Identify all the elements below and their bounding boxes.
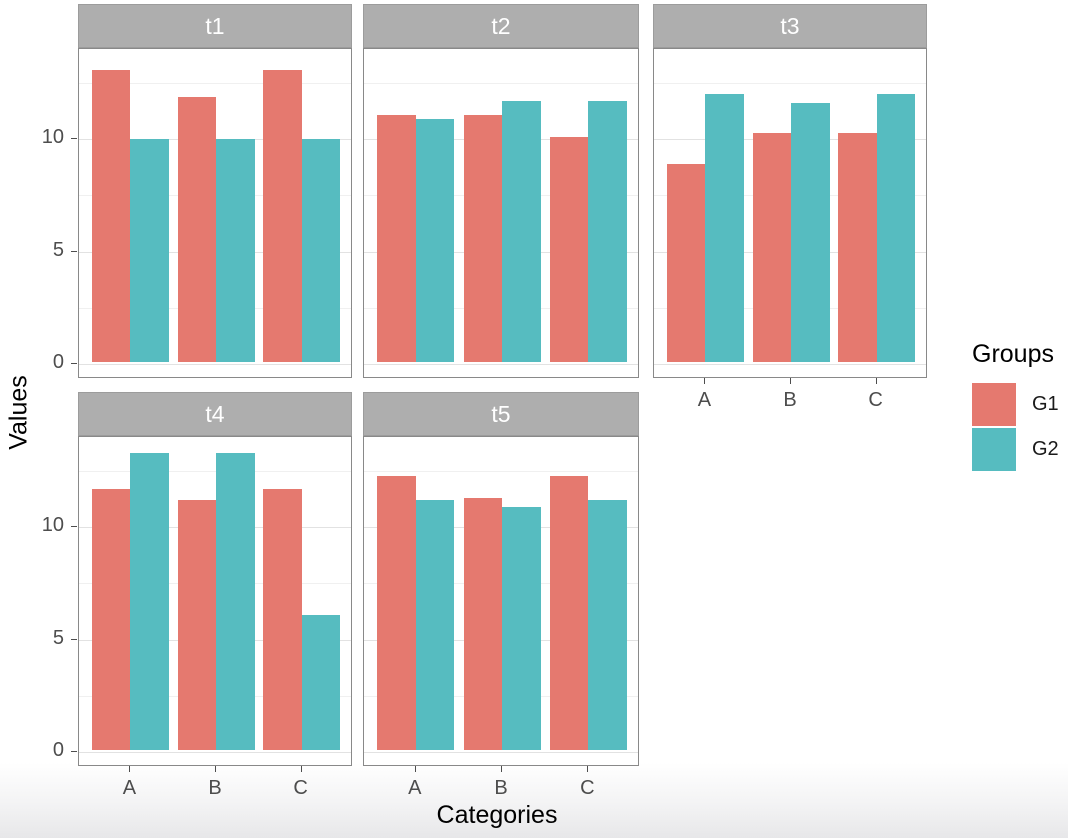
bar-G2-C bbox=[588, 101, 627, 362]
bar-G1-C bbox=[838, 132, 877, 362]
y-tick-label: 5 bbox=[52, 238, 64, 261]
legend-swatch-G2 bbox=[972, 428, 1016, 471]
bar-G2-C bbox=[301, 615, 341, 750]
bar-G1-C bbox=[263, 69, 302, 362]
x-tick-label: B bbox=[494, 777, 508, 799]
x-tick-label: C bbox=[868, 389, 883, 411]
x-tick-mark bbox=[501, 766, 502, 772]
y-tick-label: 10 bbox=[41, 514, 64, 536]
bar-G1-A bbox=[91, 69, 131, 362]
bar-G1-C bbox=[549, 475, 589, 750]
facet-panel bbox=[653, 48, 927, 378]
y-tick-label: 10 bbox=[41, 126, 64, 148]
facet-strip: t5 bbox=[363, 392, 639, 436]
bar-G2-A bbox=[415, 119, 455, 362]
x-tick-mark bbox=[129, 766, 131, 772]
y-axis-title: Values bbox=[4, 375, 33, 450]
facet-strip-label: t1 bbox=[205, 12, 225, 39]
gridline-minor bbox=[364, 470, 638, 472]
y-tick-mark bbox=[71, 363, 77, 364]
bar-G2-A bbox=[415, 500, 455, 750]
facet-strip: t4 bbox=[78, 392, 352, 436]
legend-entry-G2: G2 bbox=[972, 428, 1059, 471]
facet-strip-label: t4 bbox=[205, 400, 225, 427]
y-tick-mark bbox=[71, 138, 77, 139]
bar-G2-B bbox=[502, 101, 541, 362]
bar-G1-B bbox=[177, 96, 216, 362]
x-tick-mark bbox=[587, 766, 589, 772]
bar-G2-B bbox=[216, 453, 255, 750]
x-tick-label: A bbox=[697, 389, 712, 411]
y-tick-label: 0 bbox=[52, 351, 64, 373]
gridline-minor bbox=[654, 82, 926, 84]
facet-strip: t1 bbox=[78, 4, 352, 48]
bar-G2-B bbox=[791, 103, 830, 362]
x-tick-label: C bbox=[580, 777, 595, 799]
bar-G1-A bbox=[666, 164, 706, 362]
facet-strip-label: t3 bbox=[780, 12, 800, 39]
legend-entry-G1: G1 bbox=[972, 383, 1059, 426]
facet-strip-label: t5 bbox=[491, 400, 511, 427]
x-tick-label: C bbox=[293, 777, 308, 799]
x-tick-mark bbox=[875, 378, 877, 384]
gridline-major bbox=[364, 364, 638, 365]
bar-G1-B bbox=[752, 132, 791, 362]
facet-panel bbox=[363, 436, 639, 766]
y-tick-mark bbox=[71, 638, 77, 640]
x-tick-mark bbox=[300, 766, 302, 772]
facet-strip: t3 bbox=[653, 4, 927, 48]
x-tick-mark bbox=[414, 766, 416, 772]
y-tick-label: 5 bbox=[52, 626, 64, 649]
facet-panel bbox=[78, 48, 352, 378]
legend-title: Groups bbox=[972, 340, 1054, 368]
y-tick-mark bbox=[71, 250, 77, 252]
bar-G2-C bbox=[301, 139, 341, 362]
bar-G2-A bbox=[130, 139, 169, 362]
bar-G1-C bbox=[549, 137, 589, 362]
bar-G2-B bbox=[502, 507, 541, 750]
y-tick-mark bbox=[71, 526, 77, 527]
legend: Groups G1 G2 bbox=[972, 340, 1059, 473]
x-tick-mark bbox=[215, 766, 216, 772]
gridline-major bbox=[364, 752, 638, 753]
x-tick-mark bbox=[790, 378, 791, 384]
legend-entries: G1 G2 bbox=[972, 383, 1059, 471]
x-tick-label: A bbox=[408, 777, 422, 799]
bar-G1-A bbox=[377, 475, 416, 750]
bar-G2-B bbox=[216, 139, 255, 362]
gridline-minor bbox=[364, 82, 638, 84]
facet-strip: t2 bbox=[363, 4, 639, 48]
y-tick-label: 0 bbox=[52, 739, 64, 761]
facet-strip-label: t2 bbox=[491, 12, 511, 39]
x-tick-label: B bbox=[208, 777, 222, 799]
bar-G2-A bbox=[705, 94, 744, 362]
x-tick-mark bbox=[704, 378, 706, 384]
bar-G1-B bbox=[177, 500, 216, 750]
bar-G1-B bbox=[463, 498, 502, 750]
facet-panel bbox=[78, 436, 352, 766]
legend-swatch-G1 bbox=[972, 383, 1016, 426]
x-tick-label: A bbox=[122, 777, 137, 799]
bar-G2-A bbox=[130, 453, 169, 750]
gridline-major bbox=[79, 752, 351, 753]
x-tick-label: B bbox=[783, 389, 797, 411]
bar-G2-C bbox=[876, 94, 916, 362]
y-tick-mark bbox=[71, 751, 77, 752]
bar-G1-C bbox=[263, 489, 302, 750]
bar-G1-B bbox=[463, 114, 502, 362]
bar-G2-C bbox=[588, 500, 627, 750]
x-axis-title: Categories bbox=[436, 801, 558, 829]
gridline-minor bbox=[79, 470, 351, 472]
gridline-minor bbox=[79, 82, 351, 84]
facet-panel bbox=[363, 48, 639, 378]
bar-G1-A bbox=[377, 114, 416, 362]
gridline-major bbox=[654, 364, 926, 365]
legend-entry-label: G1 bbox=[1032, 393, 1059, 415]
bar-G1-A bbox=[91, 489, 131, 750]
gridline-major bbox=[79, 364, 351, 365]
legend-entry-label: G2 bbox=[1032, 438, 1059, 460]
